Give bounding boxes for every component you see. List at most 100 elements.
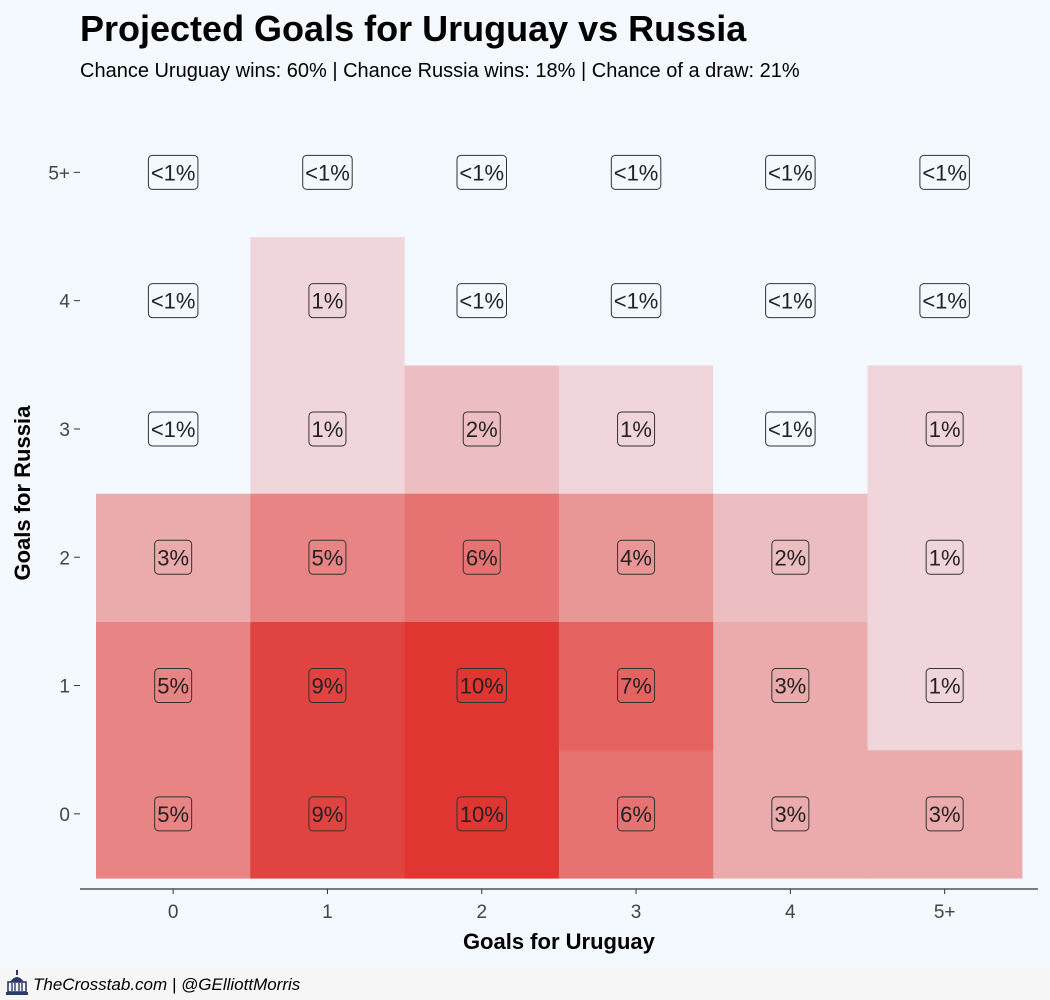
- cell-label-box: [154, 668, 193, 704]
- cell-label: 10%: [456, 796, 507, 832]
- cell-label-box: [462, 539, 501, 575]
- cell-label-text: <1%: [459, 160, 504, 185]
- cell-label-text: 5%: [157, 674, 189, 699]
- y-tick-label: 5+: [48, 163, 70, 184]
- cell-label: <1%: [147, 411, 199, 447]
- cell-label: <1%: [765, 283, 816, 319]
- cell-label-box: [617, 668, 656, 704]
- chart-subtitle: Chance Uruguay wins: 60% | Chance Russia…: [80, 60, 800, 82]
- cell-label-text: 7%: [620, 674, 652, 699]
- cell-label-box: [308, 796, 347, 832]
- cell-label: <1%: [919, 154, 970, 190]
- cell-label-text: 1%: [620, 417, 652, 442]
- y-axis-title: Goals for Russia: [10, 405, 35, 581]
- cell-label-box: [617, 796, 656, 832]
- cell-label: 1%: [308, 411, 347, 447]
- cell-label-box: [771, 668, 810, 704]
- cell-label-box: [925, 411, 964, 447]
- cell-label-text: 1%: [312, 289, 344, 314]
- cell-label-text: <1%: [922, 160, 967, 185]
- cell-label-box: [617, 539, 656, 575]
- cell-label-text: <1%: [151, 417, 196, 442]
- cell-label-text: <1%: [768, 289, 813, 314]
- cell-label-box: [147, 283, 199, 319]
- cell-label-text: 10%: [460, 674, 504, 699]
- cell-label-text: <1%: [922, 289, 967, 314]
- cell-label-box: [308, 668, 347, 704]
- cell-label: 5%: [154, 796, 193, 832]
- cell-label: 3%: [154, 539, 193, 575]
- cell-label: 1%: [617, 411, 656, 447]
- heatmap-chart: 5% 9% 10% 6% 3% 3% 5% 9% 10% 7% 3% 1% 3% 5% 6% 4% 2% 1% <1…: [10, 154, 1038, 954]
- x-axis-title: Goals for Uruguay: [463, 929, 656, 954]
- cell-label-text: 6%: [620, 802, 652, 827]
- cell-label-text: <1%: [768, 417, 813, 442]
- y-tick-label: 2: [59, 548, 70, 569]
- y-tick-label: 3: [59, 420, 70, 441]
- cell-label-text: 3%: [774, 802, 806, 827]
- cell-label: 9%: [308, 796, 347, 832]
- y-tick-label: 1: [59, 677, 70, 698]
- cell-label-text: <1%: [459, 289, 504, 314]
- cell-label: <1%: [302, 154, 353, 190]
- cell-label-text: 9%: [312, 802, 344, 827]
- cell-label-box: [771, 796, 810, 832]
- cell-label-text: <1%: [614, 160, 659, 185]
- cell-label-text: 3%: [774, 674, 806, 699]
- cell-label-text: 2%: [466, 417, 498, 442]
- cell-label: <1%: [610, 154, 662, 190]
- cell-label-box: [308, 283, 347, 319]
- capitol-building-icon: [6, 970, 28, 995]
- cell-label-text: 5%: [157, 802, 189, 827]
- x-tick-label: 3: [631, 902, 642, 923]
- cell-label-text: <1%: [305, 160, 350, 185]
- cell-label-box: [925, 668, 964, 704]
- cell-label-box: [147, 154, 199, 190]
- cell-label: 5%: [308, 539, 347, 575]
- cell-label-text: <1%: [151, 289, 196, 314]
- cell-label: <1%: [456, 154, 507, 190]
- cell-label-text: 9%: [312, 674, 344, 699]
- cell-label: <1%: [610, 283, 662, 319]
- cell-label-box: [154, 796, 193, 832]
- cell-label-text: 1%: [929, 545, 961, 570]
- cell-label-box: [919, 283, 970, 319]
- cell-label: 3%: [771, 668, 810, 704]
- cell-label: 3%: [771, 796, 810, 832]
- cell-label-box: [919, 154, 970, 190]
- cell-label-box: [302, 154, 353, 190]
- cell-label-box: [771, 539, 810, 575]
- cell-label-box: [765, 154, 816, 190]
- cell-label-box: [765, 283, 816, 319]
- cell-label: <1%: [456, 283, 507, 319]
- cell-label: 4%: [617, 539, 656, 575]
- cell-label-box: [456, 796, 507, 832]
- cell-label-text: 1%: [312, 417, 344, 442]
- cell-label: 1%: [925, 411, 964, 447]
- x-tick-label: 0: [168, 902, 179, 923]
- cell-label-box: [456, 283, 507, 319]
- cell-label-box: [610, 283, 662, 319]
- cell-label-box: [456, 154, 507, 190]
- x-tick-label: 5+: [934, 902, 956, 923]
- x-tick-label: 2: [476, 902, 487, 923]
- footer-credit: TheCrosstab.com | @GElliottMorris: [33, 975, 301, 994]
- cell-label-box: [147, 411, 199, 447]
- chart-title: Projected Goals for Uruguay vs Russia: [80, 8, 747, 49]
- cell-label: 9%: [308, 668, 347, 704]
- cell-label: 1%: [308, 283, 347, 319]
- y-tick-label: 4: [59, 292, 70, 313]
- cell-label-box: [456, 668, 507, 704]
- cell-label: 10%: [456, 668, 507, 704]
- x-tick-label: 1: [322, 902, 333, 923]
- cell-label-text: 2%: [774, 545, 806, 570]
- cell-label-text: 3%: [929, 802, 961, 827]
- cell-label-text: <1%: [151, 160, 196, 185]
- cell-label-box: [617, 411, 656, 447]
- cell-label-text: 1%: [929, 417, 961, 442]
- cell-label-box: [765, 411, 816, 447]
- cell-label: 2%: [771, 539, 810, 575]
- cell-label: 5%: [154, 668, 193, 704]
- cell-label-box: [925, 796, 964, 832]
- cell-label-text: 3%: [157, 545, 189, 570]
